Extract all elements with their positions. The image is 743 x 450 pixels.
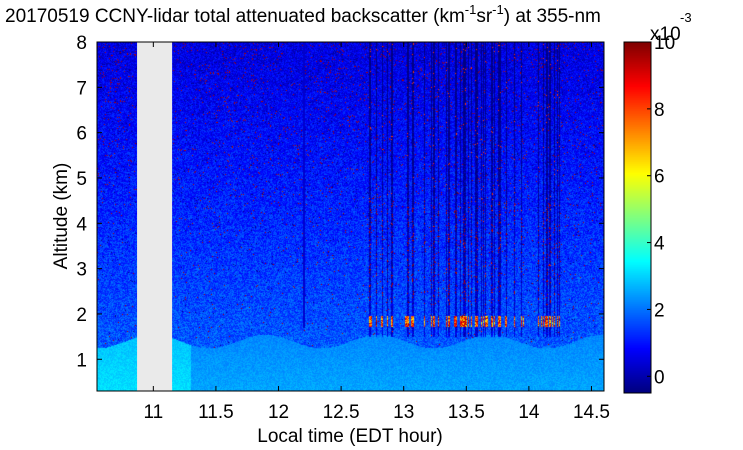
- x-tick-label: 12.5: [323, 402, 360, 423]
- colorbar-multiplier-base: x10: [650, 24, 681, 45]
- x-axis: 11 11.5 12 12.5 13 13.5 14 14.5: [143, 42, 610, 423]
- title-prefix: 20170519 CCNY-lidar total attenuated bac…: [5, 6, 465, 27]
- chart-title: 20170519 CCNY-lidar total attenuated bac…: [5, 2, 601, 27]
- plot-frame: [96, 41, 605, 392]
- x-tick-label: 11: [143, 402, 163, 423]
- x-tick-label: 12: [268, 402, 289, 423]
- colorbar-tick-label: 8: [654, 100, 665, 121]
- title-sup-1: -1: [465, 2, 477, 17]
- data-gap: [137, 42, 173, 391]
- y-axis-label: Altitude (km): [51, 163, 72, 270]
- y-tick-label: 2: [76, 305, 87, 326]
- colorbar-frame: [623, 41, 652, 394]
- title-sup-2: -1: [492, 2, 504, 17]
- y-tick-label: 3: [76, 260, 87, 281]
- y-tick-label: 6: [76, 124, 87, 145]
- colorbar-ticks: 0 2 4 6 8 10: [647, 33, 675, 388]
- y-tick-label: 5: [76, 169, 87, 190]
- y-axis: 1 2 3 4 5 6 7 8: [76, 33, 604, 371]
- y-tick-label: 7: [76, 78, 87, 99]
- colorbar-multiplier-exp: -3: [680, 10, 692, 25]
- x-tick-label: 11.5: [198, 402, 234, 423]
- title-mid: sr: [476, 6, 493, 27]
- colorbar-multiplier: x10: [650, 24, 681, 45]
- colorbar-tick-label: 4: [654, 234, 665, 255]
- x-axis-label: Local time (EDT hour): [257, 426, 443, 447]
- title-suffix: ) at 355-nm: [504, 6, 601, 27]
- x-tick-label: 13.5: [448, 402, 485, 423]
- colorbar: [624, 42, 651, 393]
- colorbar-tick-label: 0: [654, 367, 665, 388]
- x-tick-label: 14: [518, 402, 540, 423]
- x-tick-label: 13: [393, 402, 414, 423]
- colorbar-tick-label: 2: [654, 300, 665, 321]
- y-tick-label: 4: [76, 214, 87, 235]
- backscatter-heatmap: [97, 42, 604, 391]
- x-tick-label: 14.5: [573, 402, 610, 423]
- y-tick-label: 8: [76, 33, 87, 54]
- y-tick-label: 1: [76, 350, 87, 371]
- colorbar-tick-label: 10: [654, 33, 675, 54]
- colorbar-tick-label: 6: [654, 167, 665, 188]
